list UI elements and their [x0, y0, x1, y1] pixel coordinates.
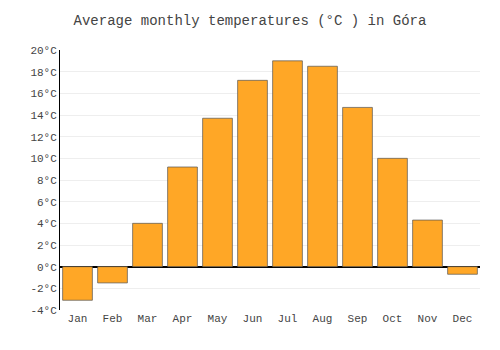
svg-text:-2°C: -2°C [30, 283, 57, 295]
svg-text:Jan: Jan [68, 313, 88, 325]
svg-text:16°C: 16°C [30, 88, 57, 100]
svg-text:8°C: 8°C [37, 175, 57, 187]
svg-text:Nov: Nov [418, 313, 438, 325]
svg-text:4°C: 4°C [37, 218, 57, 230]
svg-text:14°C: 14°C [30, 110, 57, 122]
svg-text:2°C: 2°C [37, 240, 57, 252]
svg-text:-4°C: -4°C [30, 305, 57, 317]
svg-text:Sep: Sep [348, 313, 368, 325]
svg-text:Oct: Oct [383, 313, 403, 325]
svg-text:May: May [208, 313, 228, 325]
svg-text:20°C: 20°C [30, 45, 57, 57]
svg-text:10°C: 10°C [30, 153, 57, 165]
svg-text:Mar: Mar [138, 313, 158, 325]
svg-text:Average monthly temperatures (: Average monthly temperatures (°C ) in Gó… [74, 13, 427, 29]
svg-text:Jul: Jul [278, 313, 298, 325]
svg-text:Feb: Feb [103, 313, 123, 325]
svg-text:6°C: 6°C [37, 197, 57, 209]
svg-text:Aug: Aug [313, 313, 333, 325]
svg-text:Dec: Dec [453, 313, 473, 325]
svg-text:Jun: Jun [243, 313, 263, 325]
svg-text:12°C: 12°C [30, 132, 57, 144]
svg-text:0°C: 0°C [37, 262, 57, 274]
svg-text:18°C: 18°C [30, 67, 57, 79]
svg-text:Apr: Apr [173, 313, 193, 325]
